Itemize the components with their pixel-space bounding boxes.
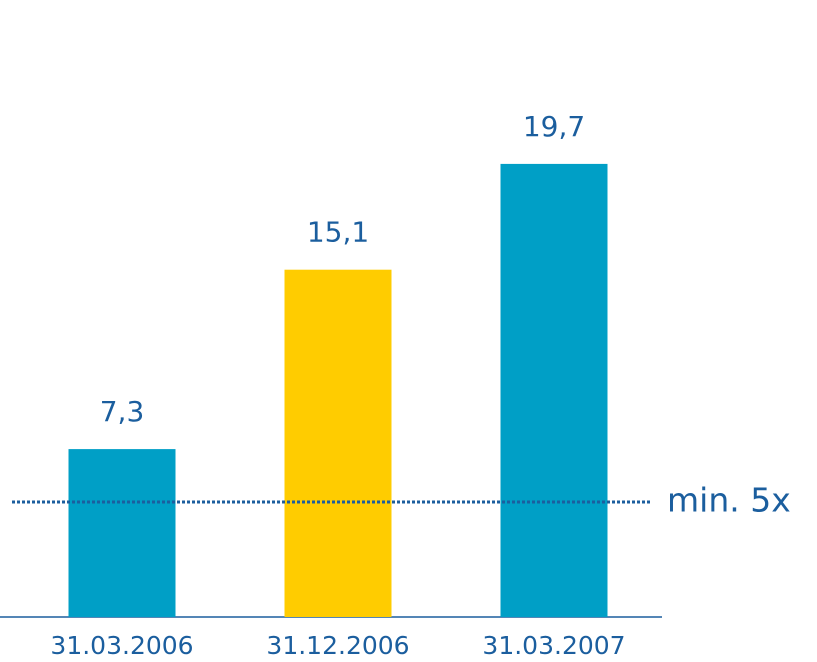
x-tick-label: 31.03.2007 <box>482 631 625 660</box>
bar <box>68 449 176 617</box>
x-tick-label: 31.12.2006 <box>266 631 409 660</box>
reference-label: min. 5x <box>667 481 791 520</box>
value-label: 19,7 <box>523 110 585 143</box>
value-label: 15,1 <box>307 216 369 249</box>
bar <box>284 269 392 617</box>
value-label: 7,3 <box>100 395 145 428</box>
bar <box>500 163 608 617</box>
x-tick-label: 31.03.2006 <box>50 631 193 660</box>
